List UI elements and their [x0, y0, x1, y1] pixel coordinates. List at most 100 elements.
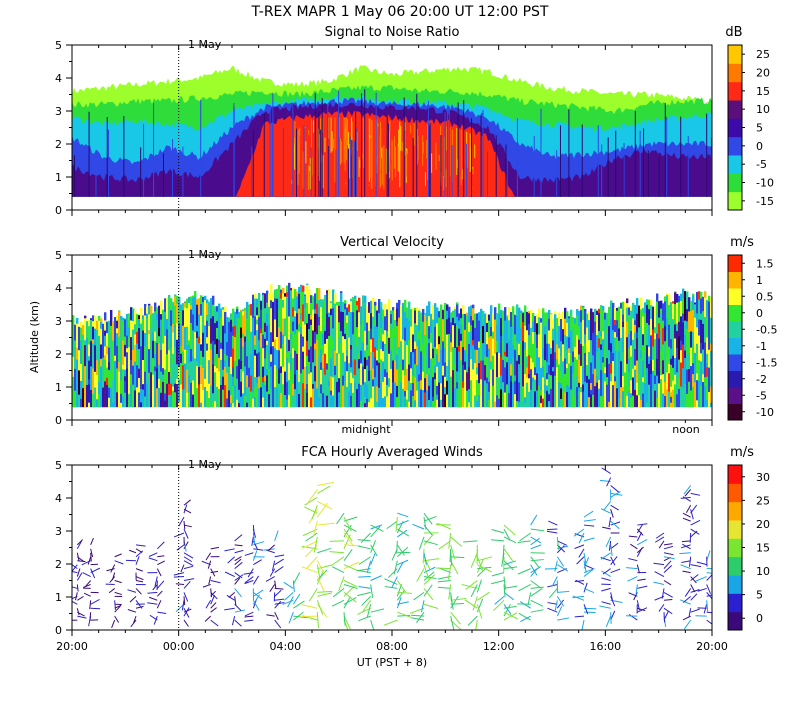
colorbar-tick-label: -10 — [756, 406, 774, 419]
wind-barb — [520, 602, 530, 609]
wind-barb — [128, 609, 136, 612]
wind-barb — [371, 609, 384, 612]
wind-barb — [584, 588, 594, 592]
wind-barb — [184, 525, 192, 527]
wind-barb — [664, 546, 673, 548]
wind-barb — [685, 588, 690, 596]
y-tick-label: 1 — [55, 381, 62, 394]
wind-barb — [131, 620, 136, 627]
wind-barb — [397, 521, 408, 526]
wind-barb — [664, 581, 671, 585]
y-tick-label: 4 — [55, 282, 62, 295]
wind-barb — [306, 557, 317, 569]
colorbar-segment — [728, 63, 742, 82]
wind-barb — [371, 584, 373, 597]
wind-barb — [397, 612, 411, 617]
velocity-cell — [132, 308, 134, 309]
colorbar-tick-label: 0 — [756, 307, 763, 320]
wind-barb — [611, 543, 618, 549]
wind-barb — [77, 596, 83, 600]
wind-barb — [423, 549, 424, 564]
wind-barb — [270, 584, 275, 591]
wind-barb — [627, 577, 637, 582]
wind-barb — [601, 602, 610, 605]
wind-barb — [463, 541, 477, 542]
wind-barb — [691, 565, 701, 567]
wind-barb — [557, 618, 569, 620]
wind-barb — [245, 553, 254, 556]
wind-barb — [211, 608, 217, 613]
wind-barb — [630, 544, 637, 549]
wind-barb — [387, 521, 398, 529]
wind-barb — [609, 517, 611, 527]
wind-barb — [115, 616, 119, 622]
wind-barb — [229, 592, 235, 597]
wind-barb — [358, 546, 370, 549]
wind-barb — [626, 568, 637, 569]
colorbar-segment — [728, 387, 742, 404]
wind-barb — [707, 600, 708, 611]
wind-barb — [157, 612, 166, 613]
snr-title: Signal to Noise Ratio — [325, 25, 460, 40]
velocity-colorbar-unit: m/s — [730, 235, 754, 250]
wind-barb — [707, 612, 716, 613]
winds-plot-area — [68, 468, 719, 635]
y-tick-label: 3 — [55, 105, 62, 118]
velocity-cell — [340, 291, 342, 293]
wind-barb — [520, 533, 531, 541]
wind-barb — [664, 592, 673, 597]
wind-barb — [628, 558, 637, 560]
y-tick-label: 3 — [55, 525, 62, 538]
wind-barb — [659, 604, 664, 611]
wind-barb — [367, 561, 370, 573]
wind-barb — [211, 620, 219, 626]
colorbar-segment — [728, 173, 742, 192]
wind-barb — [177, 545, 184, 550]
wind-barb — [579, 533, 584, 543]
wind-barb — [653, 582, 664, 584]
wind-barb — [253, 549, 263, 550]
wind-barb — [136, 545, 146, 546]
colorbar-tick-label: -1.5 — [756, 356, 777, 369]
colorbar-segment — [728, 520, 742, 539]
wind-barb — [358, 577, 370, 578]
wind-barb — [275, 620, 281, 628]
velocity-cell — [462, 305, 464, 314]
wind-barb — [611, 509, 614, 517]
wind-barb — [367, 604, 370, 617]
wind-barb — [275, 566, 284, 572]
colorbar-segment — [728, 82, 742, 101]
wind-barb — [91, 553, 92, 562]
wind-barb — [531, 581, 541, 589]
wind-barb — [685, 489, 691, 496]
wind-barb — [106, 569, 114, 571]
y-tick-label: 2 — [55, 138, 62, 151]
colorbar-segment — [728, 538, 742, 557]
colorbar-segment — [728, 575, 742, 594]
colorbar-tick-label: 1 — [756, 274, 763, 287]
wind-barb — [147, 603, 157, 605]
colorbar-segment — [728, 354, 742, 371]
wind-barb — [451, 537, 462, 547]
wind-barb — [317, 577, 324, 592]
wind-barb — [317, 593, 332, 597]
winds-colorbar-unit: m/s — [730, 445, 754, 460]
wind-barb — [548, 521, 557, 525]
wind-barb — [450, 549, 451, 562]
snr-date-marker-label: 1 May — [188, 38, 222, 51]
wind-barb — [91, 538, 94, 545]
wind-barb — [611, 505, 619, 510]
wind-barb — [691, 493, 700, 495]
wind-barb — [397, 592, 412, 593]
wind-barb — [109, 588, 115, 592]
wind-barb — [244, 620, 253, 621]
wind-barb — [147, 592, 157, 593]
x-tick-label: 16:00 — [589, 640, 621, 653]
wind-barb — [77, 584, 78, 591]
wind-barb — [421, 600, 424, 612]
colorbar-segment — [728, 338, 742, 355]
wind-barb — [611, 545, 612, 556]
wind-barb — [579, 549, 584, 558]
